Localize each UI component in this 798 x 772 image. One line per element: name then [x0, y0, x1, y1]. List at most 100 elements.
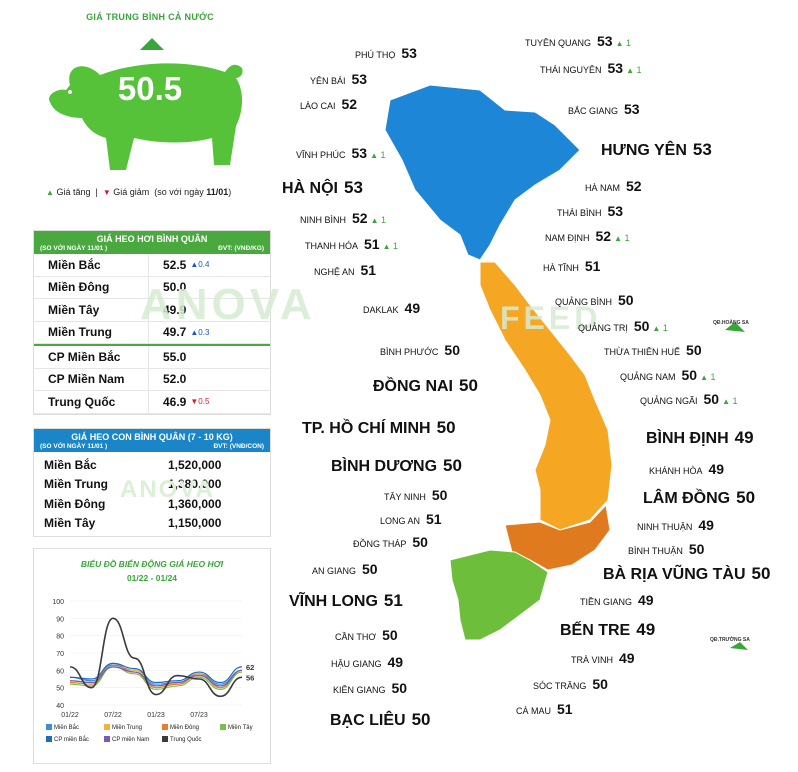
province-name: BÌNH ĐỊNH: [646, 430, 729, 447]
province-name: QUẢNG TRỊ: [578, 323, 628, 333]
table-row: Miền Tây 49.9: [34, 299, 270, 322]
price-delta: ▲0.4: [190, 260, 210, 270]
province-price: 49: [698, 517, 714, 533]
province-name: HÀ NỘI: [282, 180, 338, 197]
price-up-indicator: ▲ 1: [700, 372, 716, 382]
series-line: [69, 666, 243, 691]
province-name: NINH THUẬN: [637, 522, 693, 532]
province-name: LÂM ĐỒNG: [643, 490, 731, 507]
province-name: BÌNH DƯƠNG: [331, 458, 438, 475]
price-value: 50.0: [163, 280, 187, 295]
legend-label: Miền Bắc: [54, 724, 79, 731]
price-value: 49.9: [163, 302, 187, 317]
up-triangle-icon: ▲: [626, 66, 635, 75]
province-price: 49: [638, 592, 654, 608]
province-label: TIỀN GIANG 49: [580, 592, 654, 610]
price-chart-panel: BIỂU ĐỒ BIẾN ĐỘNG GIÁ HEO HƠI 01/22 - 01…: [33, 548, 271, 764]
province-price: 50: [436, 418, 456, 437]
region-name: Miền Tây: [48, 302, 100, 317]
up-triangle-icon: ▲: [700, 373, 709, 382]
province-label: VĨNH LONG 51: [289, 591, 403, 611]
x-tick-label: 07/23: [190, 712, 208, 719]
province-label: THÁI NGUYÊN 53 ▲ 1: [540, 60, 642, 78]
province-label: TP. HỒ CHÍ MINH 50: [302, 418, 456, 438]
province-name: TRÀ VINH: [571, 655, 614, 665]
province-price: 50: [411, 710, 431, 729]
province-label: THANH HÓA 51 ▲ 1: [305, 236, 398, 254]
y-tick-label: 100: [52, 599, 64, 606]
province-name: AN GIANG: [312, 566, 357, 576]
province-price: 50: [431, 487, 448, 503]
table-note: (SO VỚI NGÀY 11/01 ): [40, 443, 108, 450]
live-pig-price-table: GIÁ HEO HƠI BÌNH QUÂN (SO VỚI NGÀY 11/01…: [33, 230, 271, 415]
table-unit: ĐVT: (VNĐ/CON): [213, 443, 264, 450]
province-name: BÌNH PHƯỚC: [380, 347, 439, 357]
province-name: VĨNH PHÚC: [296, 150, 346, 160]
province-label: BẮC GIANG 53: [568, 101, 640, 119]
province-price: 52: [352, 210, 368, 226]
legend-note: (so với ngày: [154, 187, 207, 197]
price-cell: 52.0: [148, 368, 270, 390]
region-name: CP Miền Bắc: [48, 349, 121, 364]
price-cell: 46.9 ▼0.5: [148, 391, 270, 413]
province-label: ĐỒNG THÁP 50: [353, 534, 428, 552]
province-price: 50: [443, 456, 462, 475]
province-name: CẦN THƠ: [335, 632, 377, 642]
province-name: QUẢNG BÌNH: [555, 297, 613, 307]
province-price: 53: [607, 203, 624, 219]
series-line: [69, 664, 243, 685]
province-label: CÀ MAU 51: [516, 701, 573, 719]
region-name: Miền Đông: [48, 280, 110, 295]
province-price: 51: [426, 511, 442, 527]
province-price: 52: [341, 96, 358, 112]
legend-swatch: [162, 724, 168, 730]
province-name: NINH BÌNH: [300, 215, 347, 225]
up-triangle-icon: ▲: [370, 216, 379, 225]
up-triangle-icon: ▲: [652, 324, 661, 333]
province-price: 53: [607, 60, 624, 76]
province-label: QUẢNG NAM 50 ▲ 1: [620, 367, 716, 385]
legend-label: CP miền Bắc: [54, 736, 89, 743]
x-tick-label: 01/22: [61, 712, 79, 719]
province-name: TUYÊN QUANG: [525, 38, 592, 48]
legend-swatch: [162, 736, 168, 742]
province-price: 49: [387, 654, 404, 670]
province-label: QUẢNG BÌNH 50: [555, 292, 634, 310]
province-label: HÀ TĨNH 51: [543, 258, 600, 276]
province-price: 51: [584, 258, 601, 274]
province-name: THÁI BÌNH: [557, 208, 602, 218]
x-tick-label: 01/23: [147, 712, 165, 719]
price-value: 55.0: [163, 349, 187, 364]
region-name: CP Miền Nam: [48, 372, 125, 387]
table-row: Miền Đông 1,360,000: [34, 494, 270, 514]
province-name: HÀ TĨNH: [543, 263, 579, 273]
price-up-indicator: ▲ 1: [382, 241, 399, 251]
province-price: 53: [344, 178, 363, 197]
province-name: HẬU GIANG: [331, 659, 382, 669]
province-price: 53: [351, 145, 368, 161]
province-price: 49: [636, 620, 656, 639]
province-price: 50: [688, 541, 705, 557]
watermark-small: ANOVA: [120, 476, 215, 503]
province-price: 51: [360, 262, 377, 278]
province-label: THÁI BÌNH 53: [557, 203, 623, 221]
legend-swatch: [104, 724, 110, 730]
legend-label: Trung Quốc: [170, 737, 201, 743]
y-tick-label: 80: [56, 634, 64, 641]
province-label: VĨNH PHÚC 53 ▲ 1: [296, 145, 386, 163]
province-label: SÓC TRĂNG 50: [533, 676, 608, 694]
table-title: GIÁ HEO HƠI BÌNH QUÂN: [96, 234, 208, 244]
province-name: LÀO CAI: [300, 101, 336, 111]
province-name: ĐỒNG NAI: [373, 378, 453, 395]
province-price: 50: [681, 367, 698, 383]
province-name: KIÊN GIANG: [333, 685, 386, 695]
province-name: YÊN BÁI: [310, 76, 346, 86]
truong-sa-island-icon: [730, 642, 748, 650]
province-name: BẠC LIÊU: [330, 712, 406, 729]
region-name: Miền Bắc: [44, 457, 97, 472]
province-name: BÀ RỊA VŨNG TÀU: [603, 566, 746, 583]
vietnam-map: [384, 84, 748, 650]
province-name: NGHỆ AN: [314, 267, 355, 277]
province-name: TP. HỒ CHÍ MINH: [302, 420, 431, 437]
